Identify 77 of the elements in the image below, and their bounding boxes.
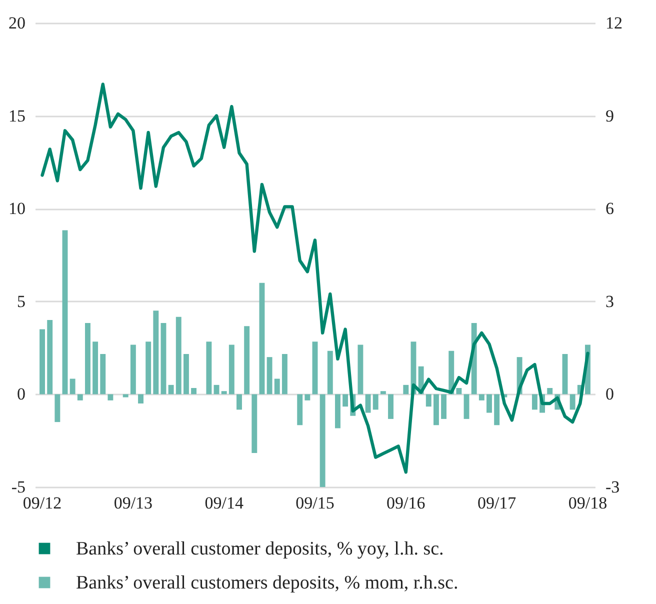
y2-tick-label: -3: [606, 478, 620, 496]
x-tick-label: 09/13: [114, 494, 153, 512]
bar: [146, 342, 152, 394]
y2-tick-label: 6: [606, 199, 614, 218]
bar: [252, 394, 258, 453]
bar: [176, 316, 182, 394]
bar: [342, 394, 348, 407]
bar: [236, 394, 242, 410]
bar: [433, 394, 439, 426]
bar: [77, 394, 83, 400]
bar: [365, 394, 371, 413]
bar: [100, 354, 106, 394]
bar: [108, 394, 114, 400]
bar: [122, 394, 128, 398]
bar: [297, 394, 303, 426]
bar: [282, 354, 288, 394]
bar: [259, 282, 265, 394]
bar: [532, 394, 538, 410]
bar: [456, 388, 462, 394]
bar: [335, 394, 340, 428]
bar: [320, 394, 326, 487]
x-tick-label: 09/18: [568, 494, 608, 512]
x-tick-label: 09/12: [22, 494, 62, 512]
bar: [62, 230, 68, 394]
y-tick-label: 5: [17, 292, 26, 311]
y2-tick-label: 12: [606, 14, 622, 32]
y-tick-label: -5: [11, 478, 26, 496]
y-tick-label: 10: [8, 199, 26, 218]
bar: [130, 344, 136, 394]
bar: [358, 344, 364, 394]
legend-label: Banks’ overall customers deposits, % mom, r.h.sc.: [76, 572, 458, 594]
y2-tick-label: 3: [606, 292, 614, 311]
x-tick-label: 09/16: [386, 494, 426, 512]
bar: [206, 342, 212, 394]
bar: [40, 329, 45, 394]
bar: [183, 354, 189, 394]
bar: [191, 388, 197, 394]
bar: [312, 342, 318, 394]
bar: [562, 354, 568, 394]
bar: [304, 394, 310, 400]
bar: [547, 388, 553, 394]
bar: [92, 342, 98, 394]
bar: [478, 394, 484, 400]
bar: [228, 344, 234, 394]
bar: [70, 378, 76, 394]
bar: [221, 391, 227, 394]
y-tick-label: 15: [8, 106, 26, 126]
bar: [160, 323, 166, 394]
bar: [372, 394, 378, 410]
bar: [426, 394, 432, 407]
bar: [153, 310, 159, 394]
line-series: [40, 82, 590, 474]
y2-tick-label: 9: [606, 106, 614, 126]
bar: [570, 394, 576, 410]
bar: [274, 378, 280, 394]
x-tick-label: 09/17: [477, 494, 517, 512]
x-tick-label: 09/14: [204, 494, 244, 512]
bar: [403, 384, 409, 394]
x-tick-label: 09/15: [296, 494, 334, 512]
y-tick-label: 0: [17, 384, 26, 404]
bar: [380, 391, 386, 394]
bar: [54, 394, 60, 422]
bar: [388, 394, 394, 419]
bar: [47, 320, 53, 394]
bar: [494, 394, 500, 426]
bar: [138, 394, 144, 404]
bar: [327, 350, 333, 394]
bar: [85, 323, 90, 394]
legend-label: Banks’ overall customer deposits, % yoy, l.h. sc.: [76, 538, 444, 560]
y-tick-label: 20: [8, 14, 26, 32]
bar: [244, 326, 250, 394]
bar: [441, 394, 447, 419]
y2-tick-label: 0: [606, 384, 614, 404]
bar: [486, 394, 492, 413]
bar: [168, 384, 174, 394]
bar: [266, 357, 272, 394]
bar: [464, 394, 470, 419]
